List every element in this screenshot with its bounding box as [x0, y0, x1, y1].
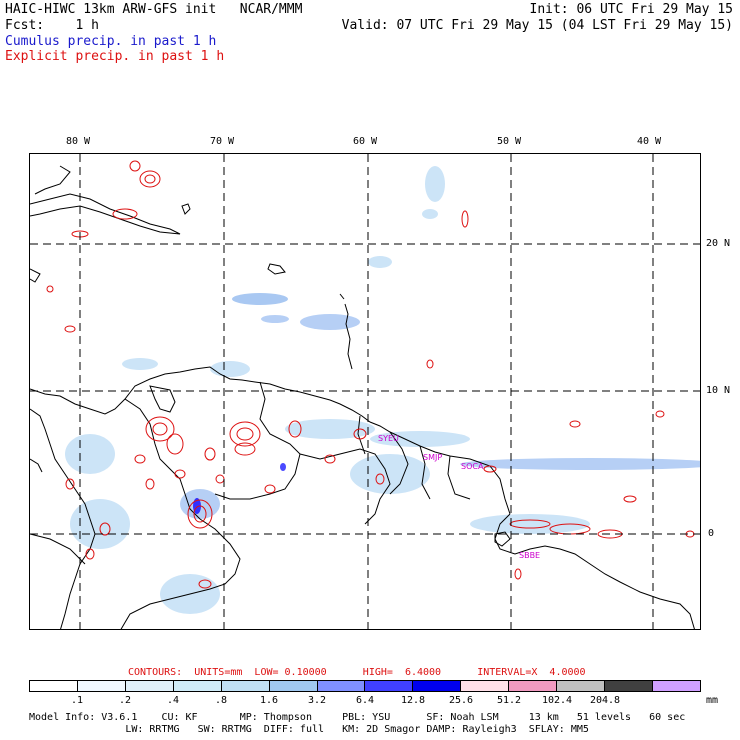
lat-label-0: 0	[708, 528, 715, 539]
model-info-line1: Model Info: V3.6.1 CU: KF MP: Thompson P…	[29, 712, 686, 723]
coastlines	[30, 165, 695, 629]
colorbar-segment	[461, 681, 510, 691]
lon-label-50w: 50 W	[497, 136, 522, 147]
colorbar-segment	[652, 681, 700, 691]
lon-label-80w: 80 W	[66, 136, 91, 147]
valid-time: Valid: 07 UTC Fri 29 May 15 (04 LST Fri …	[341, 18, 733, 33]
colorbar-tick-label: 6.4	[355, 695, 375, 706]
model-info-line2: LW: RRTMG SW: RRTMG DIFF: full KM: 2D Sm…	[29, 724, 589, 735]
colorbar-segment	[605, 681, 653, 691]
colorbar	[29, 680, 701, 692]
colorbar-tick-label: .4	[166, 695, 180, 706]
colorbar-unit: mm	[706, 695, 719, 706]
map-canvas: SYEU SMJP SOCA SBBE	[30, 154, 700, 629]
forecast-hour: Fcst: 1 h	[5, 18, 99, 33]
station-sbbe: SBBE	[519, 551, 540, 560]
precip-map: SYEU SMJP SOCA SBBE	[29, 153, 701, 630]
colorbar-tick-label: 204.8	[589, 695, 621, 706]
colorbar-segment	[269, 681, 318, 691]
graticule	[30, 154, 700, 629]
legend-explicit: Explicit precip. in past 1 h	[5, 49, 225, 64]
colorbar-tick-label: 3.2	[307, 695, 327, 706]
colorbar-segment	[77, 681, 126, 691]
lon-label-70w: 70 W	[210, 136, 235, 147]
colorbar-segment	[509, 681, 558, 691]
station-soca: SOCA	[461, 462, 484, 471]
cumulus-precip-areas	[65, 166, 700, 614]
colorbar-tick-label: .1	[70, 695, 84, 706]
colorbar-segment	[173, 681, 222, 691]
colorbar-segment	[413, 681, 462, 691]
colorbar-segment	[221, 681, 270, 691]
station-smjp: SMJP	[423, 453, 442, 462]
station-labels: SYEU SMJP SOCA SBBE	[378, 434, 540, 560]
colorbar-tick-label: .2	[118, 695, 132, 706]
explicit-precip-contours	[46, 160, 695, 589]
lat-label-20n: 20 N	[706, 238, 731, 249]
colorbar-tick-label: 1.6	[259, 695, 279, 706]
colorbar-segment	[365, 681, 414, 691]
contours-info: CONTOURS: UNITS=mm LOW= 0.10000 HIGH= 6.…	[128, 667, 586, 678]
model-title: HAIC-HIWC 13km ARW-GFS init NCAR/MMM	[5, 2, 303, 17]
colorbar-tick-label: .8	[214, 695, 228, 706]
init-time: Init: 06 UTC Fri 29 May 15	[529, 2, 734, 17]
station-syeu: SYEU	[378, 434, 399, 443]
lon-label-60w: 60 W	[353, 136, 378, 147]
colorbar-tick-label: 12.8	[400, 695, 426, 706]
colorbar-tick-label: 51.2	[496, 695, 522, 706]
colorbar-segment	[317, 681, 366, 691]
lon-label-40w: 40 W	[637, 136, 662, 147]
colorbar-segment	[30, 681, 78, 691]
colorbar-segment	[125, 681, 174, 691]
legend-cumulus: Cumulus precip. in past 1 h	[5, 34, 217, 49]
lat-label-10n: 10 N	[706, 385, 731, 396]
colorbar-tick-label: 25.6	[448, 695, 474, 706]
colorbar-tick-label: 102.4	[541, 695, 573, 706]
colorbar-segment	[557, 681, 606, 691]
